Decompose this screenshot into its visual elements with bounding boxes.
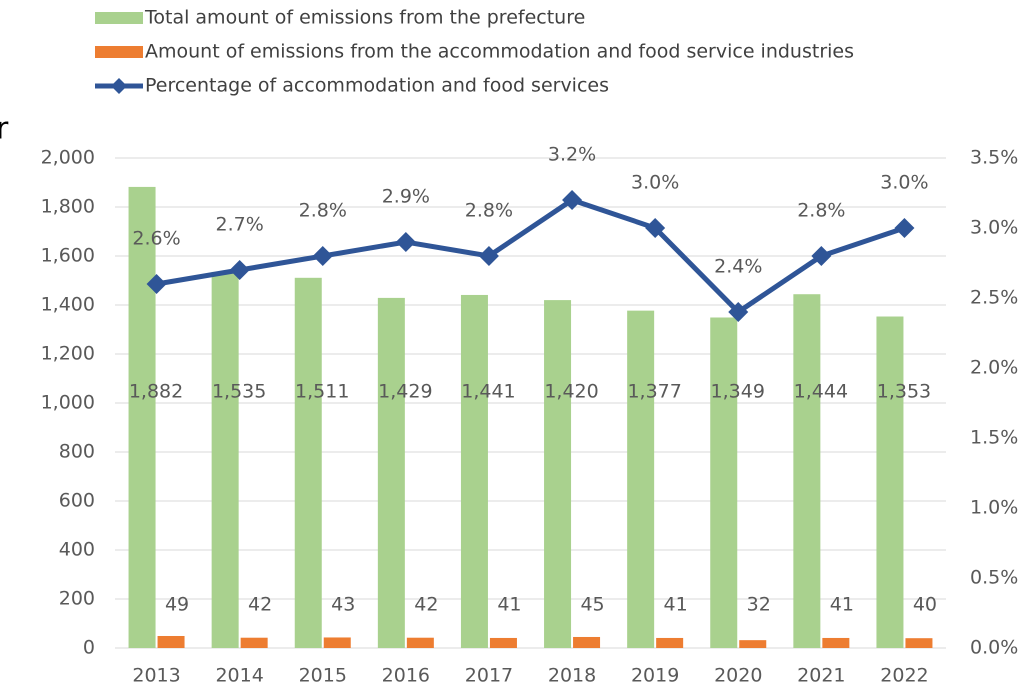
bar-value-label: 1,535 <box>212 381 266 403</box>
y-tick-label: 800 <box>59 441 95 463</box>
x-tick-label: 2015 <box>299 665 347 687</box>
x-tick-label: 2021 <box>797 665 845 687</box>
bar-value-label: 1,441 <box>461 381 515 403</box>
bar <box>793 294 821 648</box>
bar <box>876 316 904 648</box>
y-tick-label: 1,800 <box>41 196 95 218</box>
line-marker <box>395 232 416 252</box>
y-tick-label: 2,000 <box>41 147 95 169</box>
line-marker <box>229 260 250 280</box>
line <box>156 197 906 316</box>
x-tick-label: 2013 <box>132 665 180 687</box>
y2-tick-label: 2.0% <box>970 357 1018 379</box>
x-tick-label: 2018 <box>548 665 596 687</box>
y2-tick-label: 3.0% <box>970 217 1018 239</box>
bar-value-label: 1,882 <box>129 381 183 403</box>
y-tick-label: 1,400 <box>41 294 95 316</box>
line-marker <box>146 274 167 294</box>
y-tick-label: 0 <box>83 637 95 659</box>
bar <box>544 300 572 648</box>
y2-tick-label: 3.5% <box>970 147 1018 169</box>
line-marker <box>312 246 333 266</box>
bar-value-label: 41 <box>830 594 854 616</box>
line-marker <box>562 190 583 210</box>
legend-swatch <box>95 12 143 24</box>
line-value-label: 2.8% <box>797 200 845 222</box>
y2-tick-label: 0.5% <box>970 567 1018 589</box>
bar-value-label: 1,353 <box>877 381 931 403</box>
bar <box>656 637 684 648</box>
bar-value-label: 42 <box>248 594 272 616</box>
y2-tick-label: 1.5% <box>970 427 1018 449</box>
y-tick-label: 1,000 <box>41 392 95 414</box>
y-tick-label: 600 <box>59 490 95 512</box>
bar <box>211 271 239 648</box>
x-tick-label: 2017 <box>465 665 513 687</box>
bar-value-label: 41 <box>664 594 688 616</box>
bar <box>240 637 268 648</box>
x-tick-label: 2019 <box>631 665 679 687</box>
bar <box>406 637 434 648</box>
line-value-label: 3.2% <box>548 144 596 166</box>
bar-value-label: 41 <box>497 594 521 616</box>
bar <box>460 294 488 648</box>
bar <box>710 317 738 648</box>
bar-value-label: 32 <box>747 594 771 616</box>
bar-value-label: 40 <box>913 594 937 616</box>
bar <box>294 277 322 648</box>
y2-tick-label: 2.5% <box>970 287 1018 309</box>
bar <box>573 636 601 648</box>
line-marker <box>728 302 749 322</box>
chart-title: r <box>0 112 9 147</box>
legend-swatch <box>95 46 143 58</box>
bar <box>905 638 933 648</box>
bar-value-label: 49 <box>165 594 189 616</box>
bar <box>627 310 655 648</box>
legend-marker <box>111 78 127 94</box>
x-tick-label: 2016 <box>382 665 430 687</box>
x-tick-label: 2020 <box>714 665 762 687</box>
bar <box>157 635 185 648</box>
bar <box>739 640 767 648</box>
bar-value-label: 45 <box>580 594 604 616</box>
bar-value-label: 1,429 <box>378 381 432 403</box>
line-marker <box>811 246 832 266</box>
legend-label: Total amount of emissions from the prefe… <box>144 7 585 29</box>
legend-label: Amount of emissions from the accommodati… <box>145 41 854 63</box>
y2-tick-label: 1.0% <box>970 497 1018 519</box>
bar <box>489 637 517 648</box>
line-marker <box>645 218 666 238</box>
line-marker <box>478 246 499 266</box>
line-marker <box>894 218 915 238</box>
bar-value-label: 42 <box>414 594 438 616</box>
bar-value-label: 1,420 <box>544 381 598 403</box>
line-value-label: 3.0% <box>880 172 928 194</box>
line-value-label: 3.0% <box>631 172 679 194</box>
bar-value-label: 1,377 <box>627 381 681 403</box>
y2-tick-label: 0.0% <box>970 637 1018 659</box>
line-value-label: 2.7% <box>216 214 264 236</box>
y-tick-label: 400 <box>59 539 95 561</box>
bar-value-label: 1,511 <box>295 381 349 403</box>
line-value-label: 2.4% <box>714 256 762 278</box>
line-value-label: 2.8% <box>465 200 513 222</box>
bar <box>822 637 850 648</box>
x-tick-label: 2014 <box>215 665 263 687</box>
y-tick-label: 1,600 <box>41 245 95 267</box>
bar <box>377 297 405 648</box>
bar <box>128 186 156 648</box>
line-value-label: 2.9% <box>382 186 430 208</box>
bar-value-label: 1,444 <box>794 381 848 403</box>
line-value-label: 2.6% <box>132 228 180 250</box>
bar-value-label: 43 <box>331 594 355 616</box>
bar-value-label: 1,349 <box>711 381 765 403</box>
y-tick-label: 200 <box>59 588 95 610</box>
bar <box>323 637 351 648</box>
x-tick-label: 2022 <box>880 665 928 687</box>
y-tick-label: 1,200 <box>41 343 95 365</box>
line-value-label: 2.8% <box>299 200 347 222</box>
legend-label: Percentage of accommodation and food ser… <box>145 75 609 97</box>
